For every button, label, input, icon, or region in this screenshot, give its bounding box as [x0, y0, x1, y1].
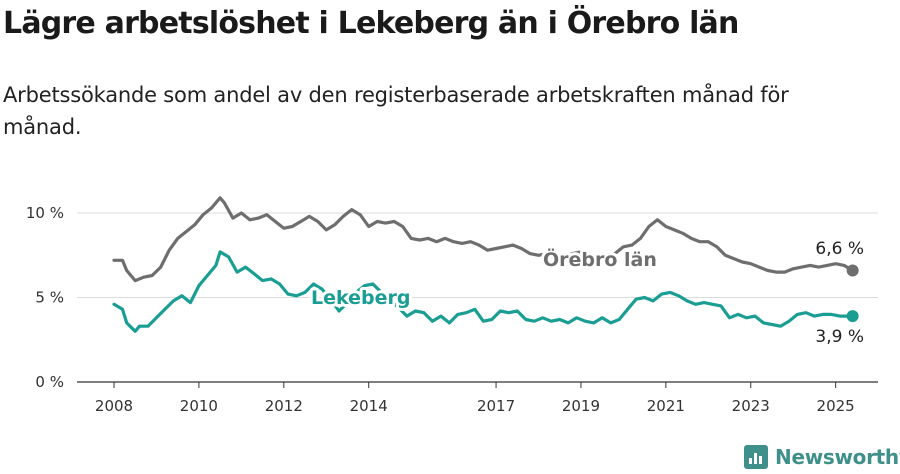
newsworthy-brand[interactable]: Newsworthy	[744, 442, 900, 472]
series-end-point	[846, 310, 859, 323]
series-line-lekeberg	[112, 250, 855, 333]
series-end-point	[846, 264, 859, 277]
series-line-orebro-lan	[112, 196, 855, 283]
chart-subtitle: Arbetssökande som andel av den registerb…	[3, 83, 789, 139]
chart-title: Lägre arbetslöshet i Lekeberg än i Örebr…	[3, 6, 739, 41]
newsworthy-logo-icon	[744, 445, 768, 469]
x-tick-label: 2021	[647, 397, 685, 415]
x-tick-label: 2012	[265, 397, 303, 415]
series-name-label: Lekeberg	[311, 287, 410, 309]
x-tick-label: 2008	[95, 397, 133, 415]
y-tick-label: 0 %	[35, 373, 64, 391]
series-name-halo: Örebro län	[543, 247, 657, 271]
x-tick-label: 2014	[350, 397, 388, 415]
x-tick-label: 2025	[817, 397, 855, 415]
y-tick-label: 5 %	[35, 289, 64, 307]
grid-lines	[77, 212, 878, 298]
x-tick-label: 2019	[562, 397, 600, 415]
y-tick-label: 10 %	[26, 204, 64, 222]
series-end-value: 6,6 %	[815, 239, 864, 259]
x-tick-label: 2010	[180, 397, 218, 415]
x-tick-label: 2017	[477, 397, 515, 415]
series-lines	[112, 196, 859, 333]
x-tick-label: 2023	[732, 397, 770, 415]
series-name-label: Örebro län	[543, 247, 657, 271]
brand-name: Newsworthy	[775, 445, 900, 469]
series-name-halo: Lekeberg	[311, 287, 410, 309]
y-axis-ticks: 0 % 5 % 10 %	[26, 204, 64, 391]
series-end-value: 3,9 %	[815, 327, 864, 347]
x-axis: 2008 2010 2012 2014 2017 2019 2021 2023 2025	[77, 381, 878, 415]
